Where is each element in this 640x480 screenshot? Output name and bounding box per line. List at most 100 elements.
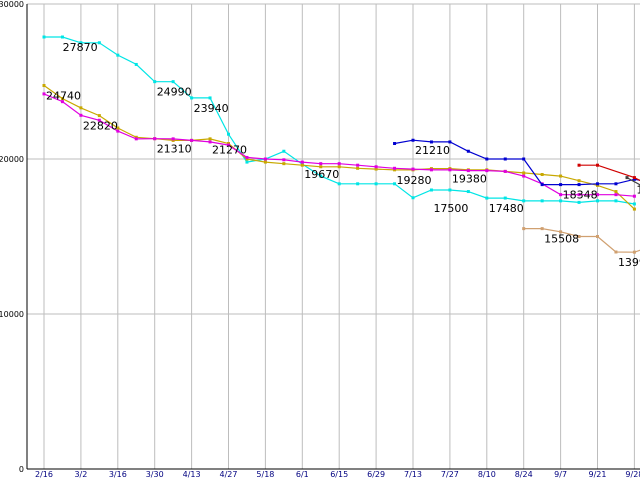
x-tick-label: 4/27 xyxy=(220,470,238,479)
x-tick-label: 9/21 xyxy=(589,470,607,479)
data-point xyxy=(596,193,599,197)
data-point xyxy=(559,174,563,178)
data-point xyxy=(171,137,175,141)
data-point xyxy=(411,138,415,142)
x-tick-label: 9/7 xyxy=(554,470,567,479)
data-point xyxy=(485,169,489,173)
data-point xyxy=(337,182,341,186)
data-label: 21310 xyxy=(157,143,192,156)
data-point xyxy=(522,171,526,175)
data-point xyxy=(632,250,636,254)
data-point xyxy=(79,113,83,117)
data-point xyxy=(171,80,175,84)
data-point xyxy=(282,158,286,162)
data-point xyxy=(97,41,101,45)
data-point xyxy=(393,168,397,172)
x-tick-label: 7/27 xyxy=(441,470,459,479)
data-label: 19280 xyxy=(397,174,432,187)
data-point xyxy=(393,182,397,186)
x-tick-label: 3/2 xyxy=(74,470,87,479)
data-label: 19670 xyxy=(304,168,339,181)
data-point xyxy=(393,166,397,170)
data-label: 23940 xyxy=(194,102,229,115)
data-point xyxy=(116,129,120,133)
data-point xyxy=(245,160,249,164)
data-point xyxy=(319,162,323,166)
data-point xyxy=(614,250,618,254)
y-tick-label: 10000 xyxy=(0,310,24,319)
data-point xyxy=(632,207,636,211)
data-point xyxy=(503,169,507,173)
data-point xyxy=(485,196,489,200)
data-point xyxy=(577,163,581,167)
x-tick-label: 6/29 xyxy=(367,470,385,479)
x-tick-label: 9/28 xyxy=(625,470,640,479)
series-4 xyxy=(577,163,640,182)
data-point xyxy=(522,174,526,178)
x-tick-label: 5/18 xyxy=(256,470,274,479)
data-point xyxy=(559,199,563,203)
data-point xyxy=(208,140,212,144)
data-point xyxy=(263,157,267,161)
data-point xyxy=(356,182,360,186)
x-tick-label: 8/24 xyxy=(515,470,533,479)
data-point xyxy=(503,196,507,200)
series-line xyxy=(579,164,640,182)
data-label: 24740 xyxy=(46,90,81,103)
y-tick-label: 20000 xyxy=(0,155,24,164)
data-point xyxy=(190,138,194,142)
chart-grid xyxy=(27,3,640,469)
data-label: 17480 xyxy=(489,202,524,215)
data-point xyxy=(540,227,544,231)
data-point xyxy=(319,174,323,178)
x-tick-label: 3/16 xyxy=(109,470,127,479)
data-point xyxy=(356,166,360,170)
data-label: 18348 xyxy=(563,189,598,202)
data-point xyxy=(411,196,415,200)
data-point xyxy=(614,190,618,194)
data-point xyxy=(190,96,194,100)
series-6 xyxy=(625,176,640,186)
data-point xyxy=(227,132,230,136)
data-point xyxy=(411,167,415,171)
data-point xyxy=(466,190,470,194)
data-point xyxy=(42,35,46,39)
data-label: 21270 xyxy=(212,143,247,156)
data-point xyxy=(374,182,378,186)
data-point xyxy=(540,183,544,187)
data-point xyxy=(559,193,563,197)
data-point xyxy=(227,143,230,147)
data-point xyxy=(263,160,267,164)
data-point xyxy=(559,230,563,234)
data-point xyxy=(116,126,120,130)
data-point xyxy=(245,155,249,159)
data-point xyxy=(42,84,46,88)
data-point xyxy=(632,176,636,180)
x-tick-label: 3/30 xyxy=(146,470,164,479)
data-point xyxy=(153,80,157,84)
data-point xyxy=(429,168,433,172)
data-point xyxy=(632,202,636,206)
data-point xyxy=(245,157,249,161)
data-point xyxy=(596,182,599,186)
data-point xyxy=(466,169,470,173)
data-point xyxy=(596,163,599,167)
data-label: 18690 xyxy=(636,183,640,196)
data-label: 17500 xyxy=(433,202,468,215)
data-point xyxy=(632,177,636,181)
data-label: 21210 xyxy=(415,144,450,157)
data-point xyxy=(448,188,452,192)
data-point xyxy=(208,96,212,100)
data-point xyxy=(522,157,526,161)
data-point xyxy=(540,199,544,203)
series-line xyxy=(523,228,640,253)
data-point xyxy=(596,183,599,187)
data-point xyxy=(282,149,286,153)
series-5 xyxy=(522,227,640,254)
data-point xyxy=(393,142,397,145)
data-point xyxy=(300,163,304,167)
data-point xyxy=(374,165,378,169)
data-point xyxy=(559,183,563,187)
